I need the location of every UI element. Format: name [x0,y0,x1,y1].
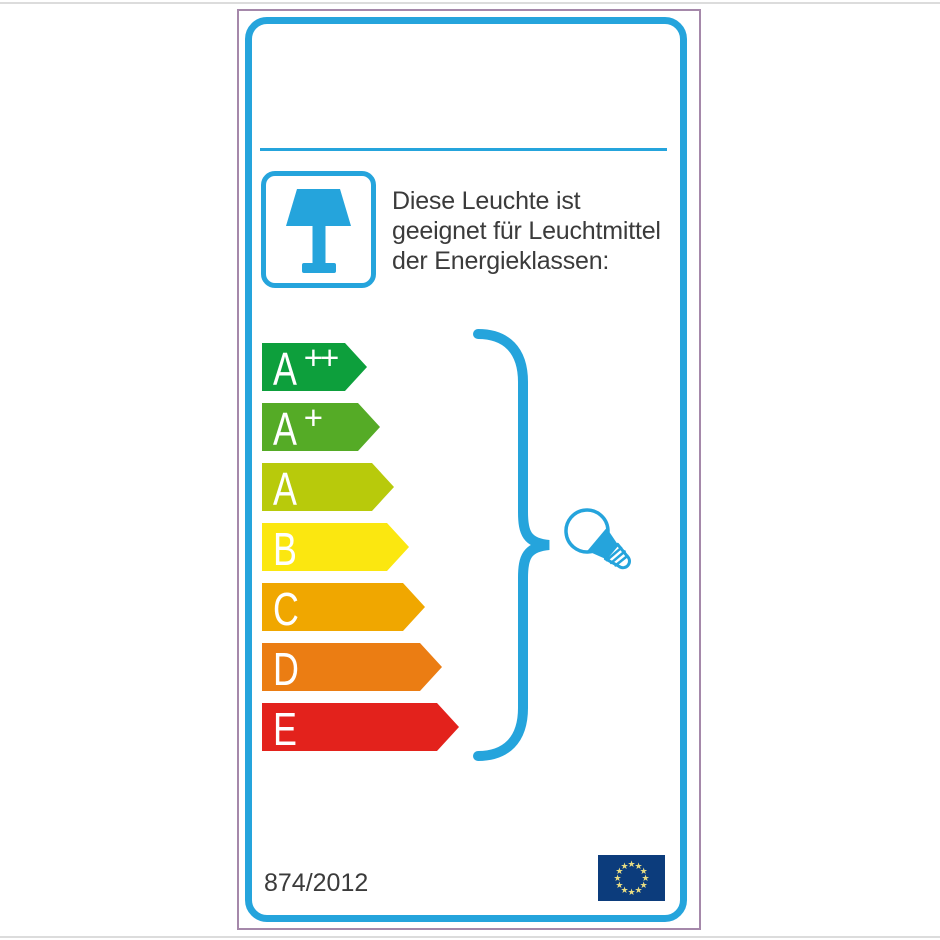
energy-class-arrow-C: C [262,583,425,631]
eu-flag-star: ★ [615,880,624,890]
eu-flag-star: ★ [639,880,648,890]
eu-flag-star: ★ [627,887,636,897]
energy-class-arrow-A: A [262,463,394,511]
eu-flag-star: ★ [613,873,622,883]
energy-class-arrow-B: B [262,523,409,571]
light-bulb-icon [564,508,631,570]
suitability-text: Diese Leuchte ist geeignet für Leuchtmit… [392,186,661,276]
regulation-number: 874/2012 [264,869,369,897]
energy-class-arrow-A+: A + [262,403,380,451]
energy-class-grade: E [273,703,297,755]
energy-class-list: A ++ A + A B C D E [262,343,459,763]
energy-class-sup: + [303,398,320,436]
energy-class-sup: ++ [303,338,337,376]
label-outer-frame [237,9,701,930]
energy-class-grade: D [273,643,299,695]
eu-flag-star: ★ [634,860,643,871]
eu-flag-star: ★ [620,860,629,871]
energy-class-arrow-A++: A ++ [262,343,367,391]
energy-class-grade: A [273,463,297,515]
image-bottom-hairline [0,936,940,938]
table-lamp-icon [286,189,351,273]
eu-flag-star: ★ [620,885,629,896]
energy-class-grade: A [273,343,297,395]
eu-flag-star: ★ [627,859,636,869]
energy-class-grade: B [273,523,297,575]
suitability-text-line3: der Energieklassen: [392,247,610,275]
suitability-text-line2: geeignet für Leuchtmittel [392,217,661,245]
suitability-text-line1: Diese Leuchte ist [392,187,581,215]
image-top-hairline [0,2,940,4]
energy-class-grade: C [273,583,299,635]
eu-flag-star: ★ [634,885,643,896]
eu-flag-star: ★ [615,866,624,876]
energy-class-arrow-E: E [262,703,459,751]
energy-class-arrow-D: D [262,643,442,691]
eu-flag-star: ★ [641,873,650,883]
eu-flag: ★ ★ ★ ★ ★ ★ ★ ★ ★ ★ ★ ★ [598,855,665,901]
header-divider-line [260,148,667,151]
eu-flag-star: ★ [639,866,648,876]
lamp-pictogram-box [261,171,376,288]
curly-brace [473,329,550,761]
energy-class-grade: A [273,403,297,455]
